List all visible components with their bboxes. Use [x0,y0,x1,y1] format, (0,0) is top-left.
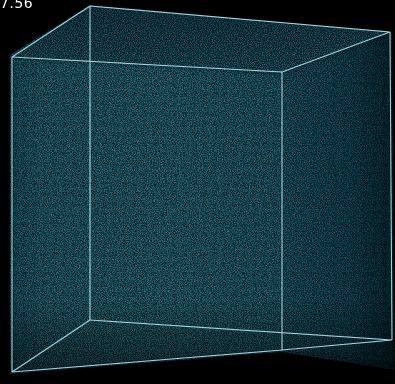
edge-top-right [281,31,391,73]
edge-top-left [11,5,91,58]
cube-top-face [10,5,392,72]
edge-bottom-left [11,319,91,373]
time-readout: 7.56 [0,0,34,12]
cube-wireframe [11,5,393,373]
edge-back-right [389,31,393,341]
edge-front-bottom [11,349,283,373]
edge-back-top [89,5,391,33]
edge-front-top [11,56,283,73]
edge-back-bottom [89,319,393,341]
edge-bottom-right [281,339,393,351]
